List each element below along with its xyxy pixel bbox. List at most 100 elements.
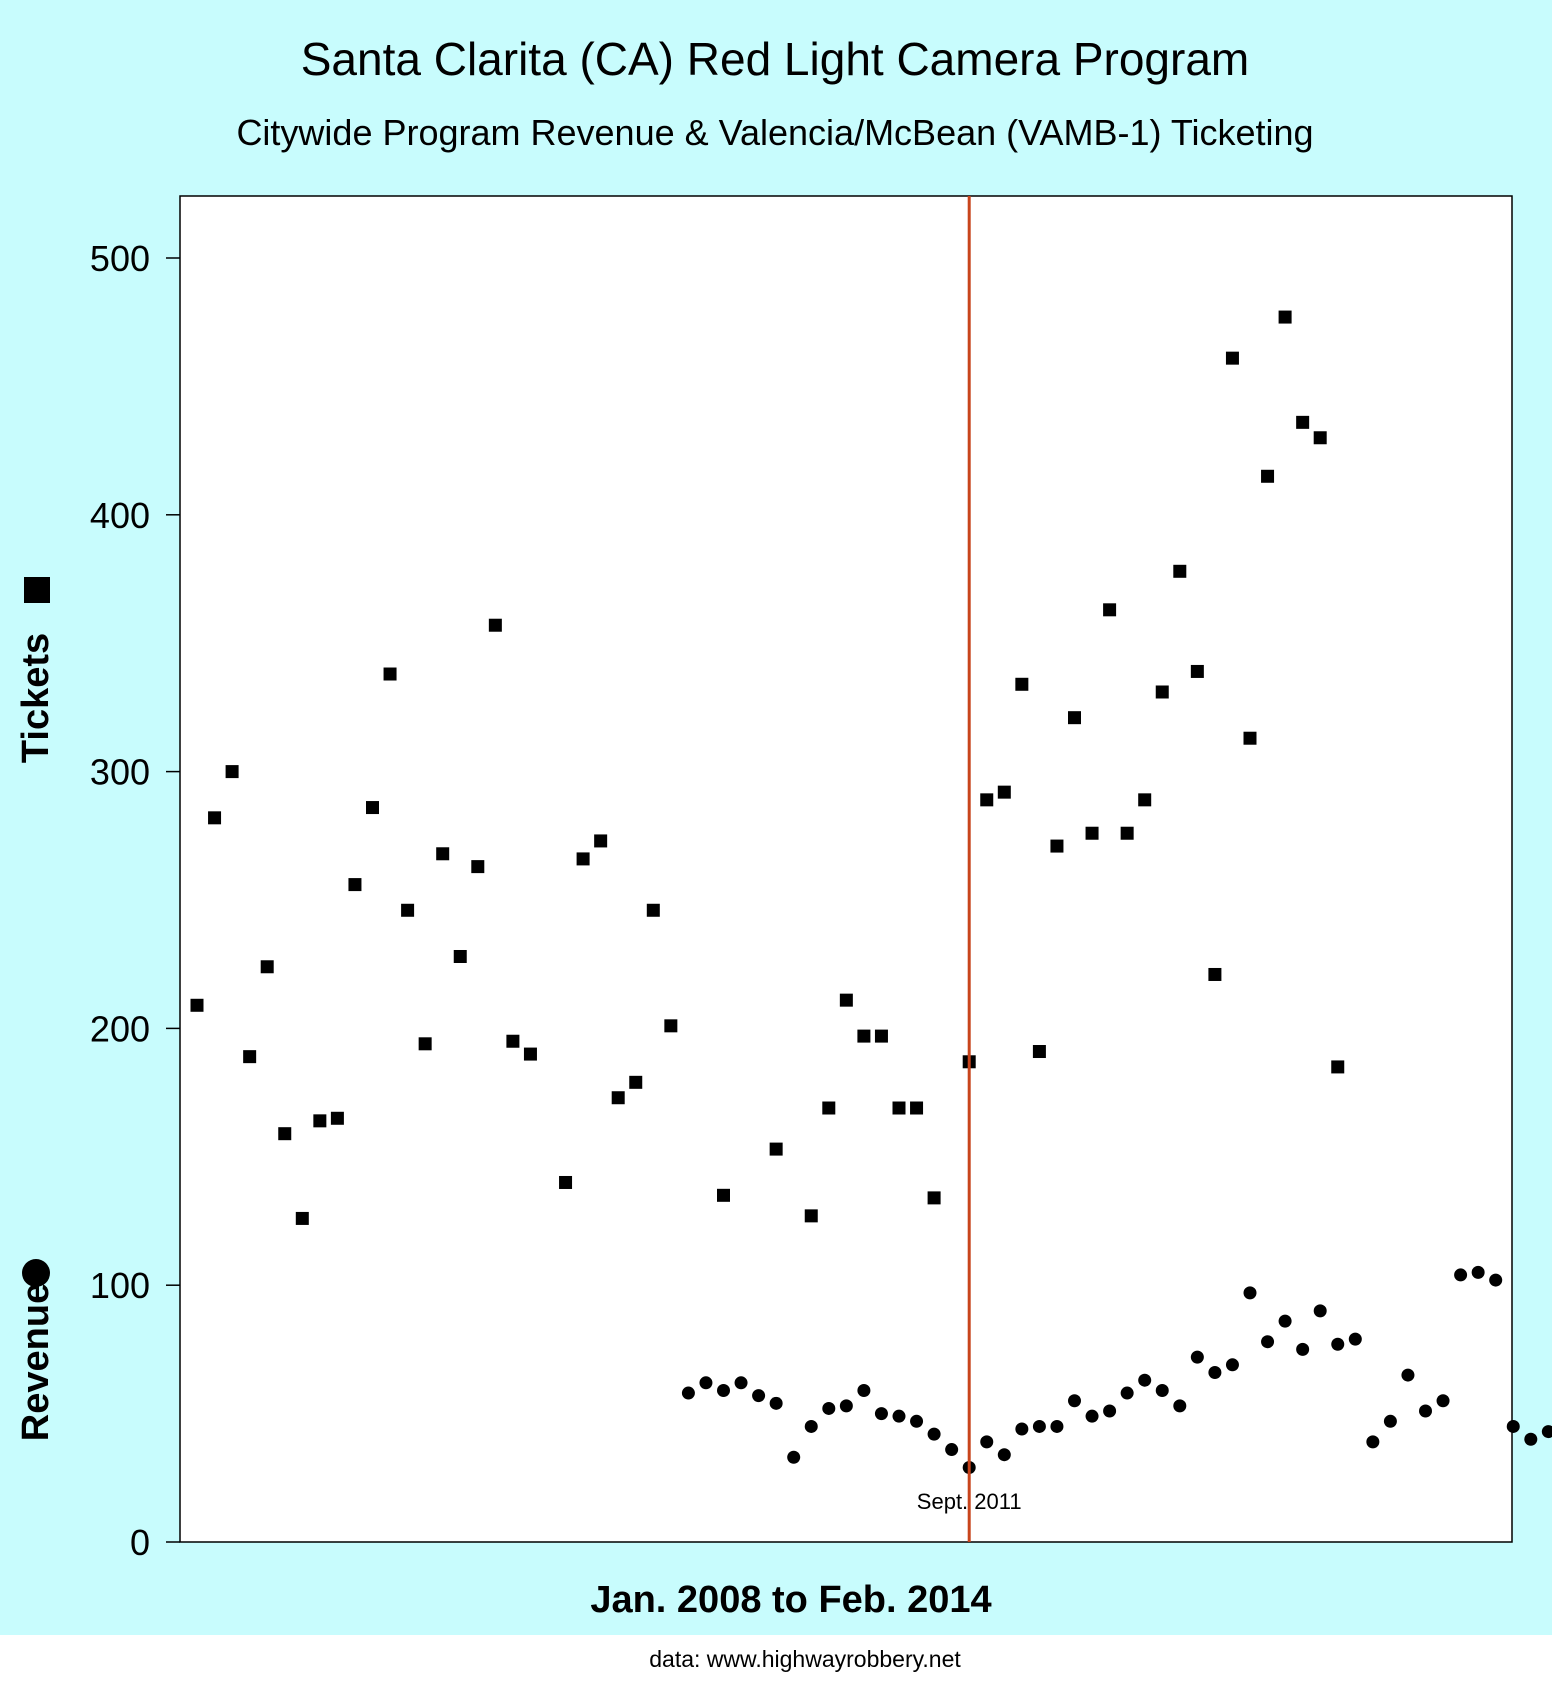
- ticket-point: [822, 1101, 836, 1115]
- revenue-point: [1366, 1435, 1380, 1449]
- revenue-point: [1296, 1342, 1310, 1356]
- ticket-point: [874, 1029, 888, 1043]
- ticket-point: [1068, 711, 1081, 725]
- revenue-point: [1436, 1394, 1450, 1408]
- y-tick-label: 400: [90, 495, 150, 536]
- ticket-point: [1138, 793, 1152, 807]
- ticket-point: [278, 1127, 292, 1141]
- ticket-point: [1225, 351, 1239, 365]
- ticket-point: [769, 1142, 783, 1156]
- ticket-point: [383, 667, 397, 681]
- revenue-point: [1120, 1386, 1134, 1400]
- revenue-point: [892, 1409, 906, 1423]
- revenue-point: [910, 1414, 924, 1428]
- y-tick-label: 500: [90, 238, 150, 279]
- revenue-point: [1541, 1425, 1552, 1439]
- ticket-point: [1032, 1045, 1046, 1059]
- y-tick-label: 200: [90, 1008, 150, 1049]
- ticket-point: [1173, 564, 1187, 578]
- y-axis-label-revenue: Revenue: [15, 1283, 57, 1441]
- revenue-point: [857, 1383, 871, 1397]
- revenue-point: [1401, 1368, 1415, 1382]
- chart-subtitle: Citywide Program Revenue & Valencia/McBe…: [236, 112, 1313, 153]
- ticket-point: [1120, 826, 1134, 840]
- ticket-point: [190, 998, 204, 1012]
- plot-area: [179, 195, 1513, 1543]
- ticket-point: [401, 903, 415, 917]
- revenue-point: [1313, 1304, 1327, 1318]
- revenue-point: [1261, 1335, 1275, 1349]
- revenue-point: [1243, 1286, 1257, 1300]
- ticket-point: [594, 834, 608, 848]
- revenue-point: [1068, 1394, 1081, 1408]
- revenue-point: [1085, 1409, 1099, 1423]
- ticket-point: [1155, 685, 1169, 699]
- sept-2011-annotation: Sept. 2011: [917, 1489, 1022, 1514]
- revenue-point: [787, 1450, 801, 1464]
- ticket-point: [857, 1029, 871, 1043]
- ticket-point: [980, 793, 994, 807]
- revenue-point: [1190, 1350, 1204, 1364]
- ticket-point: [1261, 469, 1275, 483]
- ticket-point: [839, 993, 853, 1007]
- revenue-point: [1489, 1273, 1503, 1287]
- revenue-point: [769, 1396, 783, 1410]
- revenue-point: [1208, 1366, 1222, 1380]
- revenue-point: [752, 1389, 766, 1403]
- revenue-point: [734, 1376, 748, 1390]
- ticket-point: [225, 765, 239, 779]
- revenue-point: [1032, 1419, 1046, 1433]
- data-source-note: data: www.highwayrobbery.net: [649, 1646, 961, 1672]
- ticket-point: [1313, 431, 1327, 445]
- revenue-point: [1225, 1358, 1239, 1372]
- y-axis: 0 100 200 300 400 500: [90, 238, 180, 1563]
- revenue-point: [839, 1399, 853, 1413]
- revenue-point: [1015, 1422, 1029, 1436]
- ticket-point: [1278, 310, 1292, 324]
- ticket-point: [1085, 826, 1099, 840]
- ticket-point: [1103, 603, 1117, 617]
- ticket-point: [804, 1209, 818, 1223]
- chart-title: Santa Clarita (CA) Red Light Camera Prog…: [301, 33, 1249, 85]
- ticket-point: [1208, 967, 1222, 981]
- revenue-point: [699, 1376, 713, 1390]
- revenue-point: [804, 1419, 818, 1433]
- y-axis-label-tickets: Tickets: [15, 633, 57, 763]
- revenue-point: [1383, 1414, 1397, 1428]
- ticket-point: [506, 1034, 520, 1048]
- ticket-point: [243, 1050, 257, 1064]
- revenue-point: [1471, 1265, 1485, 1279]
- ticket-point: [523, 1047, 537, 1061]
- revenue-point: [822, 1401, 836, 1415]
- revenue-point: [997, 1448, 1011, 1462]
- ticket-point: [453, 949, 467, 963]
- ticket-point: [1243, 731, 1257, 745]
- revenue-point: [945, 1443, 959, 1457]
- ticket-point: [366, 801, 379, 815]
- x-axis-label: Jan. 2008 to Feb. 2014: [590, 1579, 991, 1621]
- revenue-point: [980, 1435, 994, 1449]
- ticket-point: [313, 1114, 327, 1128]
- revenue-point: [681, 1386, 695, 1400]
- ticket-point: [927, 1191, 941, 1205]
- ticket-point: [208, 811, 222, 825]
- revenue-legend-circle: [22, 1259, 50, 1287]
- revenue-point: [1331, 1337, 1345, 1351]
- ticket-point: [418, 1037, 432, 1051]
- revenue-point: [1103, 1404, 1117, 1418]
- revenue-point: [1348, 1332, 1362, 1346]
- ticket-point: [295, 1211, 309, 1225]
- ticket-point: [892, 1101, 906, 1115]
- ticket-point: [471, 860, 485, 874]
- revenue-point: [1419, 1404, 1432, 1418]
- revenue-point: [1524, 1432, 1538, 1446]
- ticket-point: [646, 903, 660, 917]
- revenue-point: [1050, 1419, 1064, 1433]
- revenue-point: [927, 1427, 941, 1441]
- revenue-point: [1278, 1314, 1292, 1328]
- ticket-point: [629, 1075, 643, 1089]
- tickets-legend-square: [24, 577, 50, 603]
- ticket-point: [260, 960, 274, 974]
